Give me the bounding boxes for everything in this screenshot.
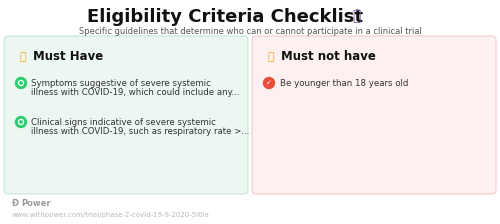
- Text: illness with COVID-19, which could include any...: illness with COVID-19, which could inclu…: [31, 88, 240, 97]
- Text: 📋: 📋: [352, 9, 360, 23]
- Text: Be younger than 18 years old: Be younger than 18 years old: [280, 78, 408, 88]
- Text: 👎: 👎: [268, 52, 274, 62]
- Text: Specific guidelines that determine who can or cannot participate in a clinical t: Specific guidelines that determine who c…: [78, 26, 422, 35]
- Circle shape: [18, 80, 24, 86]
- Circle shape: [16, 78, 26, 88]
- Circle shape: [16, 116, 26, 127]
- Text: Must Have: Must Have: [33, 50, 104, 63]
- Circle shape: [18, 119, 24, 125]
- Text: Must not have: Must not have: [281, 50, 376, 63]
- FancyBboxPatch shape: [252, 36, 496, 194]
- Text: illness with COVID-19, such as respiratory rate >...: illness with COVID-19, such as respirato…: [31, 127, 249, 136]
- Circle shape: [20, 121, 22, 123]
- Text: Power: Power: [21, 200, 50, 209]
- Text: 👍: 👍: [20, 52, 26, 62]
- Text: Symptoms suggestive of severe systemic: Symptoms suggestive of severe systemic: [31, 79, 211, 88]
- Circle shape: [20, 82, 22, 84]
- Text: Ð: Ð: [12, 200, 19, 209]
- Text: ✓: ✓: [266, 80, 272, 86]
- Text: www.withpower.com/trial/phase-2-covid-19-9-2020-5l6la: www.withpower.com/trial/phase-2-covid-19…: [12, 212, 210, 218]
- Text: Eligibility Criteria Checklist: Eligibility Criteria Checklist: [87, 8, 363, 26]
- Circle shape: [264, 78, 274, 88]
- Text: Clinical signs indicative of severe systemic: Clinical signs indicative of severe syst…: [31, 118, 216, 127]
- FancyBboxPatch shape: [4, 36, 248, 194]
